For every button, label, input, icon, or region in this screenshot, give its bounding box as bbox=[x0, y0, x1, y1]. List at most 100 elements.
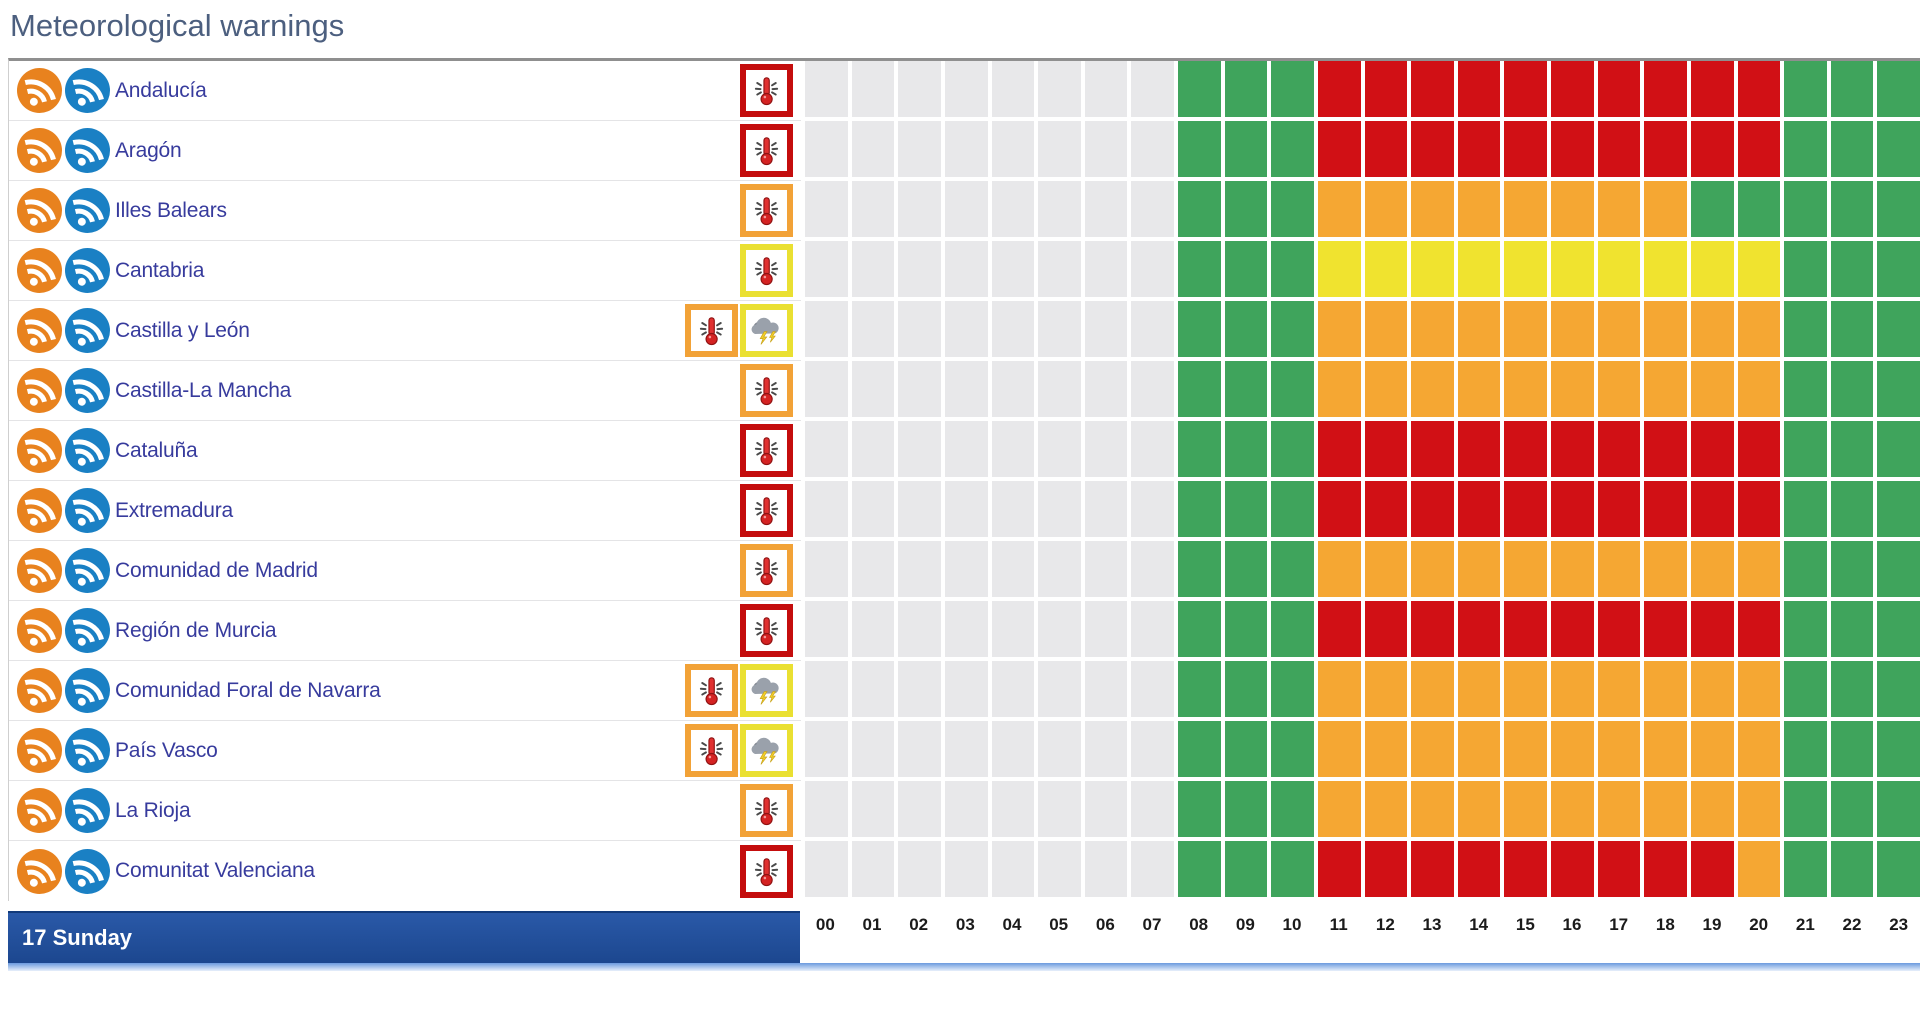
rss-feed-icon bbox=[65, 68, 110, 113]
hour-cell-12 bbox=[1365, 781, 1408, 837]
high-temperature-warning-box-orange[interactable] bbox=[740, 364, 793, 417]
rss-orange-icon[interactable] bbox=[17, 488, 62, 533]
rss-orange-icon[interactable] bbox=[17, 788, 62, 833]
rss-blue-icon[interactable] bbox=[65, 368, 110, 413]
high-temperature-warning-box-red[interactable] bbox=[740, 424, 793, 477]
region-name-link[interactable]: Andalucía bbox=[115, 79, 207, 103]
high-temperature-thermometer-icon bbox=[748, 192, 785, 229]
hour-cell-01 bbox=[852, 361, 895, 417]
high-temperature-thermometer-icon bbox=[748, 492, 785, 529]
high-temperature-thermometer-icon bbox=[693, 732, 730, 769]
hour-cell-19 bbox=[1691, 61, 1734, 117]
hour-cell-23 bbox=[1877, 241, 1920, 297]
hour-cell-18 bbox=[1644, 841, 1687, 897]
hour-cell-16 bbox=[1551, 721, 1594, 777]
high-temperature-warning-box-red[interactable] bbox=[740, 64, 793, 117]
high-temperature-warning-box-yellow[interactable] bbox=[740, 244, 793, 297]
region-cell: País Vasco bbox=[9, 721, 801, 781]
region-name-link[interactable]: Castilla y León bbox=[115, 319, 250, 343]
storm-warning-box-yellow[interactable] bbox=[740, 304, 793, 357]
hour-cell-05 bbox=[1038, 661, 1081, 717]
region-name-link[interactable]: Aragón bbox=[115, 139, 182, 163]
rss-blue-icon[interactable] bbox=[65, 849, 110, 894]
rss-blue-icon[interactable] bbox=[65, 248, 110, 293]
rss-blue-icon[interactable] bbox=[65, 428, 110, 473]
rss-blue-icon[interactable] bbox=[65, 548, 110, 593]
hour-cell-17 bbox=[1598, 181, 1641, 237]
hour-cell-10 bbox=[1271, 721, 1314, 777]
rss-orange-icon[interactable] bbox=[17, 849, 62, 894]
hour-cell-00 bbox=[805, 181, 848, 237]
rss-orange-icon[interactable] bbox=[17, 668, 62, 713]
rss-blue-icon[interactable] bbox=[65, 788, 110, 833]
hour-cell-21 bbox=[1784, 481, 1827, 537]
region-name-link[interactable]: Comunitat Valenciana bbox=[115, 859, 315, 883]
rss-orange-icon[interactable] bbox=[17, 608, 62, 653]
storm-warning-box-yellow[interactable] bbox=[740, 664, 793, 717]
hour-cell-18 bbox=[1644, 241, 1687, 297]
region-name-link[interactable]: La Rioja bbox=[115, 799, 190, 823]
rss-blue-icon[interactable] bbox=[65, 68, 110, 113]
rss-blue-icon[interactable] bbox=[65, 188, 110, 233]
hour-cell-03 bbox=[945, 61, 988, 117]
rss-orange-icon[interactable] bbox=[17, 128, 62, 173]
high-temperature-warning-box-red[interactable] bbox=[740, 845, 793, 898]
region-name-link[interactable]: Castilla-La Mancha bbox=[115, 379, 291, 403]
rss-blue-icon[interactable] bbox=[65, 608, 110, 653]
rss-orange-icon[interactable] bbox=[17, 248, 62, 293]
hour-cell-12 bbox=[1365, 601, 1408, 657]
high-temperature-warning-box-red[interactable] bbox=[740, 124, 793, 177]
hour-cell-03 bbox=[945, 601, 988, 657]
hour-cell-03 bbox=[945, 541, 988, 597]
region-name-link[interactable]: Illes Balears bbox=[115, 199, 227, 223]
rss-orange-icon[interactable] bbox=[17, 68, 62, 113]
region-cell: Castilla y León bbox=[9, 301, 801, 361]
rss-orange-icon[interactable] bbox=[17, 548, 62, 593]
high-temperature-warning-box-orange[interactable] bbox=[740, 784, 793, 837]
rss-orange-icon[interactable] bbox=[17, 188, 62, 233]
region-name-link[interactable]: Comunidad Foral de Navarra bbox=[115, 679, 381, 703]
region-name-link[interactable]: Extremadura bbox=[115, 499, 233, 523]
high-temperature-warning-box-orange[interactable] bbox=[685, 724, 738, 777]
region-name-link[interactable]: País Vasco bbox=[115, 739, 218, 763]
warning-icons bbox=[740, 845, 801, 898]
high-temperature-warning-box-orange[interactable] bbox=[740, 184, 793, 237]
hour-cell-19 bbox=[1691, 661, 1734, 717]
hour-cells bbox=[801, 781, 1920, 841]
region-name-link[interactable]: Cantabria bbox=[115, 259, 204, 283]
region-cell: Cataluña bbox=[9, 421, 801, 481]
region-name-link[interactable]: Región de Murcia bbox=[115, 619, 276, 643]
rss-blue-icon[interactable] bbox=[65, 308, 110, 353]
rss-blue-icon[interactable] bbox=[65, 668, 110, 713]
high-temperature-warning-box-orange[interactable] bbox=[740, 544, 793, 597]
high-temperature-warning-box-orange[interactable] bbox=[685, 304, 738, 357]
region-name-link[interactable]: Comunidad de Madrid bbox=[115, 559, 318, 583]
storm-warning-box-yellow[interactable] bbox=[740, 724, 793, 777]
hour-cell-23 bbox=[1877, 121, 1920, 177]
rss-feed-icon bbox=[17, 488, 62, 533]
hour-cell-12 bbox=[1365, 301, 1408, 357]
rss-orange-icon[interactable] bbox=[17, 428, 62, 473]
region-row-illes-balears: Illes Balears bbox=[9, 181, 1920, 241]
hour-cell-11 bbox=[1318, 601, 1361, 657]
high-temperature-warning-box-orange[interactable] bbox=[685, 664, 738, 717]
region-name-link[interactable]: Cataluña bbox=[115, 439, 197, 463]
hour-cell-19 bbox=[1691, 601, 1734, 657]
hour-cell-00 bbox=[805, 481, 848, 537]
rss-feed-icon bbox=[17, 308, 62, 353]
hour-cell-08 bbox=[1178, 841, 1221, 897]
high-temperature-warning-box-red[interactable] bbox=[740, 484, 793, 537]
hour-cell-04 bbox=[992, 721, 1035, 777]
rss-orange-icon[interactable] bbox=[17, 308, 62, 353]
rss-orange-icon[interactable] bbox=[17, 728, 62, 773]
rss-blue-icon[interactable] bbox=[65, 488, 110, 533]
rss-orange-icon[interactable] bbox=[17, 368, 62, 413]
hour-cell-02 bbox=[898, 841, 941, 897]
region-cell: Comunidad Foral de Navarra bbox=[9, 661, 801, 721]
rss-blue-icon[interactable] bbox=[65, 128, 110, 173]
rss-blue-icon[interactable] bbox=[65, 728, 110, 773]
high-temperature-warning-box-red[interactable] bbox=[740, 604, 793, 657]
rss-feed-icon bbox=[17, 428, 62, 473]
hour-cell-20 bbox=[1738, 481, 1781, 537]
